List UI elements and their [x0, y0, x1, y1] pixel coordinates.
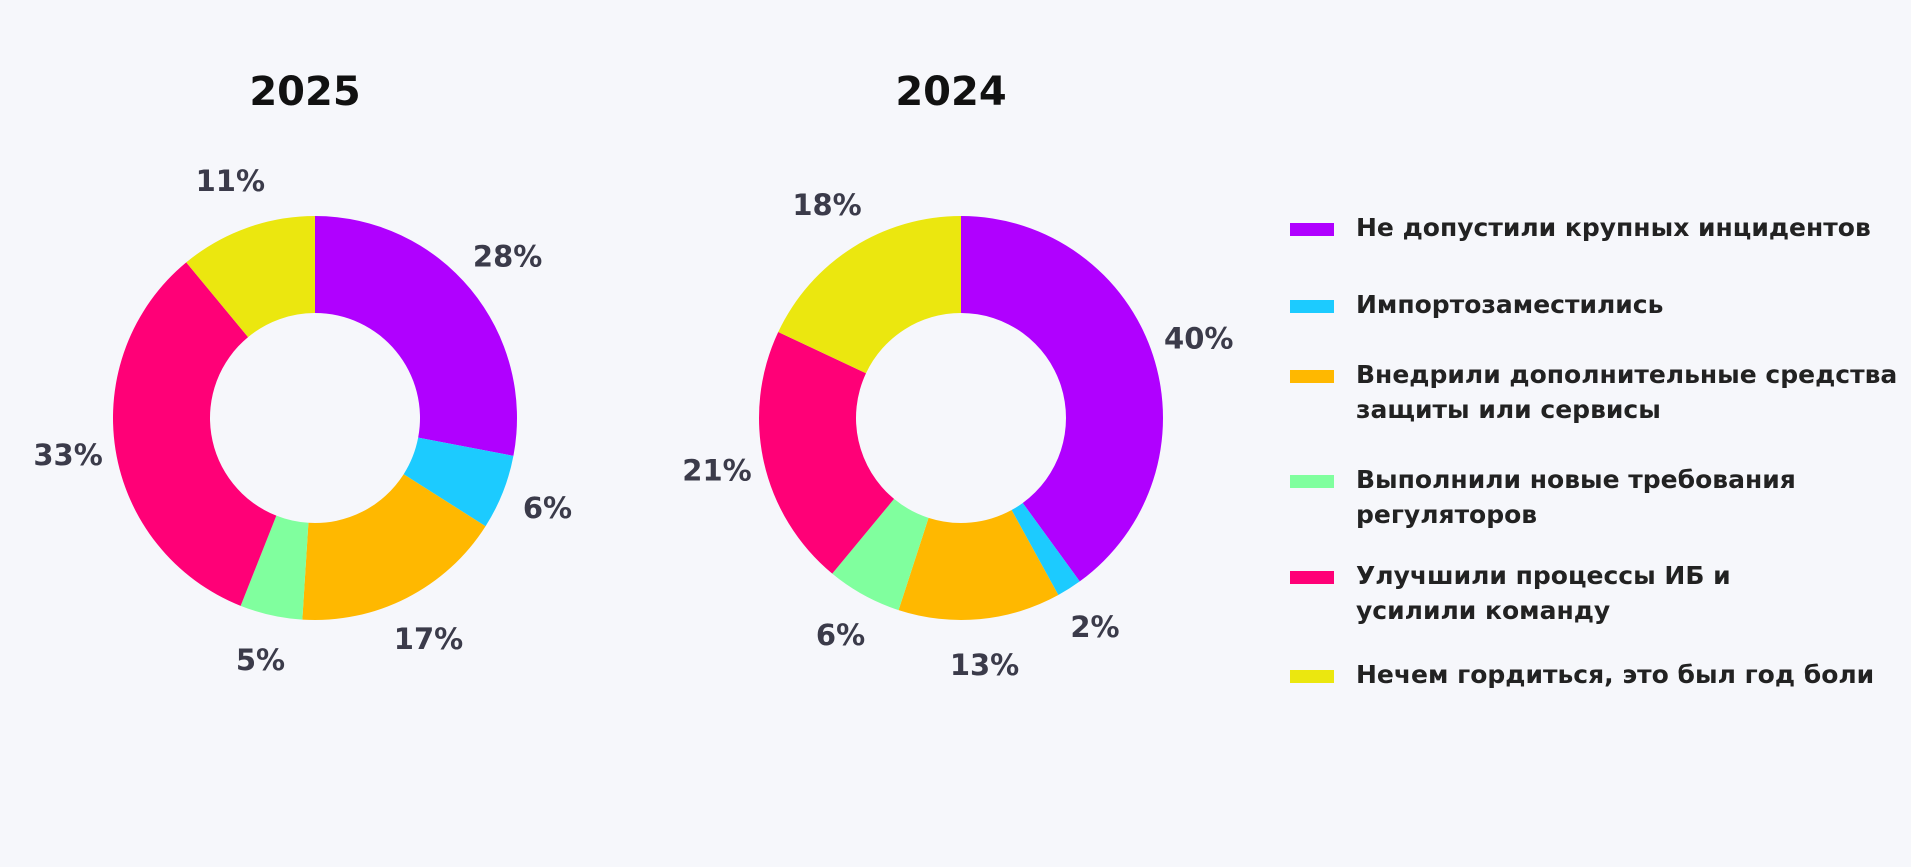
slice — [832, 498, 929, 611]
slice — [315, 216, 517, 456]
value-label: 21% — [682, 454, 751, 488]
value-label: 40% — [1164, 322, 1233, 356]
value-label: 18% — [792, 188, 861, 222]
value-label: 11% — [196, 164, 265, 198]
legend-swatch — [1290, 571, 1334, 584]
legend-label: Импортозаместились — [1356, 290, 1664, 319]
slice — [778, 216, 961, 374]
slice — [403, 437, 514, 527]
legend-swatch — [1290, 223, 1334, 236]
legend-label: Не допустили крупных инцидентов — [1356, 213, 1871, 242]
value-label: 6% — [816, 618, 865, 652]
value-label: 6% — [523, 491, 572, 525]
legend-swatch — [1290, 475, 1334, 488]
legend-item: Нечем гордиться, это был год боли — [1290, 657, 1911, 692]
legend-label: Выполнили новые требования регуляторов — [1356, 465, 1796, 529]
legend-swatch — [1290, 300, 1334, 313]
legend-swatch — [1290, 370, 1334, 383]
legend-label: Внедрили дополнительные средства защиты … — [1356, 360, 1898, 424]
slice — [186, 216, 315, 338]
value-label: 13% — [950, 648, 1019, 682]
chart-title: 2024 — [895, 69, 1006, 115]
legend-item: Импортозаместились — [1290, 287, 1911, 322]
slice — [240, 515, 309, 620]
legend-label: Нечем гордиться, это был год боли — [1356, 660, 1875, 689]
slice — [758, 331, 895, 574]
slice — [898, 510, 1059, 620]
value-label: 5% — [236, 643, 285, 677]
value-label: 2% — [1070, 610, 1119, 644]
legend-item: Улучшили процессы ИБ и усилили команду — [1290, 558, 1776, 628]
legend-label: Улучшили процессы ИБ и усилили команду — [1356, 561, 1731, 625]
slice — [112, 262, 277, 606]
value-label: 33% — [33, 438, 102, 472]
legend-item: Внедрили дополнительные средства защиты … — [1290, 357, 1911, 427]
legend-item: Не допустили крупных инцидентов — [1290, 210, 1911, 245]
value-label: 17% — [394, 622, 463, 656]
slice — [961, 216, 1163, 582]
legend-swatch — [1290, 670, 1334, 683]
value-label: 28% — [473, 240, 542, 274]
chart-title: 2025 — [249, 69, 360, 115]
slice — [302, 474, 486, 620]
slice — [1011, 502, 1080, 596]
legend-item: Выполнили новые требования регуляторов — [1290, 462, 1911, 532]
